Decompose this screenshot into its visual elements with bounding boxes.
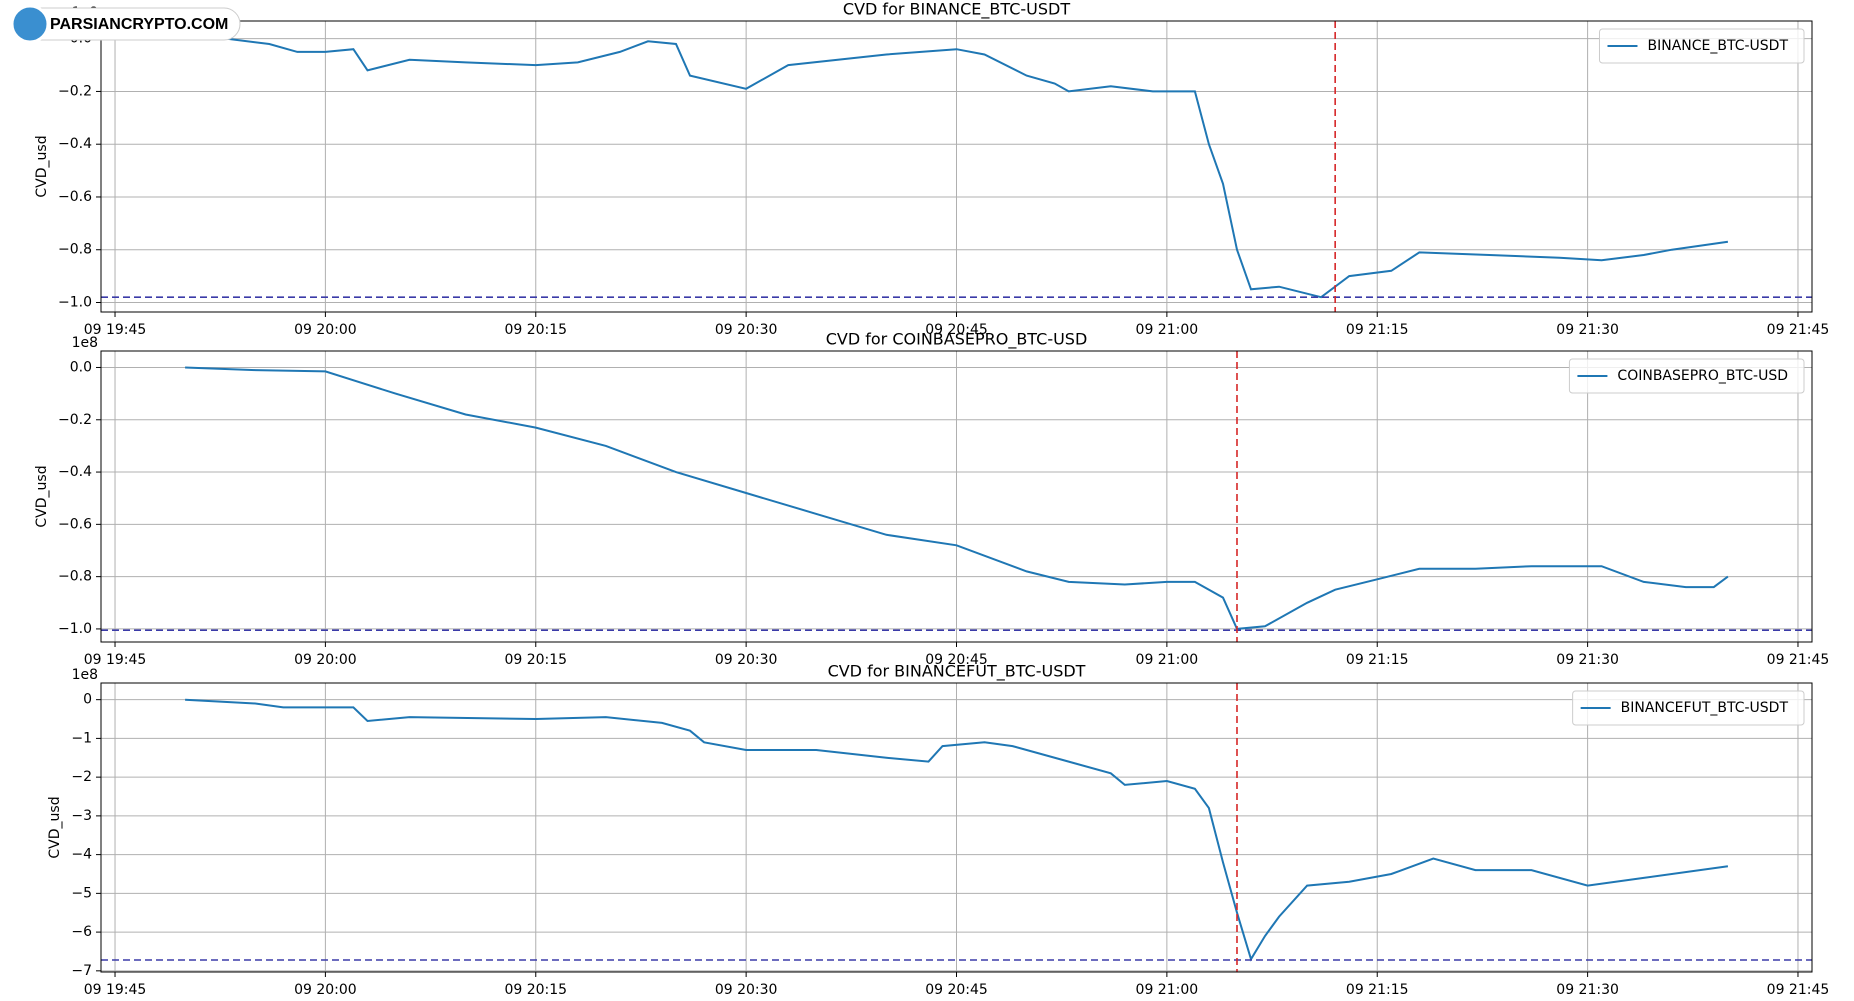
x-tick-label: 09 21:45 [1767, 652, 1830, 668]
y-tick-label: −0.4 [58, 464, 92, 480]
legend-box [1598, 28, 1805, 64]
x-tick-label: 09 19:45 [84, 322, 147, 338]
legend: BINANCEFUT_BTC-USDT [1572, 690, 1805, 726]
x-tick-label: 09 20:45 [925, 982, 988, 998]
y-tick-label: 0.0 [70, 359, 92, 375]
legend: BINANCE_BTC-USDT [1598, 28, 1805, 64]
offset-text: 1e8 [72, 335, 98, 351]
legend-box [1572, 690, 1805, 726]
x-tick-label: 09 21:15 [1346, 982, 1409, 998]
plot-frame [100, 350, 1813, 643]
x-tick-label: 09 21:45 [1767, 322, 1830, 338]
offset-text: 1e8 [72, 667, 98, 683]
y-tick-label: −1.0 [58, 621, 92, 637]
y-tick-label: −0.2 [58, 83, 92, 99]
y-tick-label: −7 [71, 963, 92, 979]
y-tick-label: −3 [71, 808, 92, 824]
x-tick-label: 09 20:30 [715, 652, 778, 668]
y-tick-label: −1.0 [58, 295, 92, 311]
logo: PARSIANCRYPTO.COM [10, 4, 241, 44]
data-line [185, 698, 1729, 962]
y-axis-label: CVD_usd [34, 135, 50, 197]
legend: COINBASEPRO_BTC-USD [1568, 358, 1805, 394]
x-tick-label: 09 20:30 [715, 322, 778, 338]
chart-title: CVD for COINBASEPRO_BTC-USD [826, 330, 1088, 350]
plot-frame [100, 682, 1813, 973]
legend-box [1568, 358, 1805, 394]
chart-title: CVD for BINANCE_BTC-USDT [843, 0, 1070, 20]
plot-frame [100, 20, 1813, 313]
y-axis-label: CVD_usd [47, 796, 63, 858]
chart-title: CVD for BINANCEFUT_BTC-USDT [828, 662, 1086, 682]
x-tick-label: 09 21:30 [1556, 982, 1619, 998]
legend-label: BINANCE_BTC-USDT [1647, 38, 1788, 54]
x-tick-label: 09 19:45 [84, 652, 147, 668]
x-tick-label: 09 20:15 [504, 652, 567, 668]
x-tick-label: 09 21:45 [1767, 982, 1830, 998]
y-tick-label: −0.4 [58, 136, 92, 152]
x-tick-label: 09 21:15 [1346, 322, 1409, 338]
x-tick-label: 09 20:30 [715, 982, 778, 998]
x-tick-label: 09 20:00 [294, 982, 357, 998]
x-tick-label: 09 20:15 [504, 982, 567, 998]
y-tick-label: 0 [83, 692, 92, 708]
x-tick-label: 09 20:45 [925, 652, 988, 668]
y-tick-label: −2 [71, 769, 92, 785]
y-tick-label: −4 [71, 847, 92, 863]
x-tick-label: 09 20:15 [504, 322, 567, 338]
logo-text: PARSIANCRYPTO.COM [50, 16, 228, 33]
x-tick-label: 09 20:00 [294, 652, 357, 668]
y-tick-label: −6 [71, 924, 92, 940]
x-tick-label: 09 19:45 [84, 982, 147, 998]
legend-label: COINBASEPRO_BTC-USD [1617, 368, 1788, 384]
x-tick-label: 09 21:00 [1136, 322, 1199, 338]
x-tick-label: 09 21:15 [1346, 652, 1409, 668]
y-tick-label: −0.6 [58, 516, 92, 532]
x-tick-label: 09 21:00 [1136, 652, 1199, 668]
y-tick-label: −1 [71, 730, 92, 746]
y-tick-label: −0.8 [58, 569, 92, 585]
y-tick-label: −0.6 [58, 189, 92, 205]
x-tick-label: 09 20:00 [294, 322, 357, 338]
x-tick-label: 09 20:45 [925, 322, 988, 338]
y-tick-label: −0.8 [58, 242, 92, 258]
data-line [185, 37, 1729, 299]
y-tick-label: −5 [71, 885, 92, 901]
y-axis-label: CVD_usd [34, 465, 50, 527]
x-tick-label: 09 21:30 [1556, 322, 1619, 338]
legend-label: BINANCEFUT_BTC-USDT [1621, 700, 1789, 716]
x-tick-label: 09 21:30 [1556, 652, 1619, 668]
x-tick-label: 09 21:00 [1136, 982, 1199, 998]
logo-icon [10, 4, 50, 44]
data-line [185, 366, 1729, 630]
y-tick-label: −0.2 [58, 412, 92, 428]
